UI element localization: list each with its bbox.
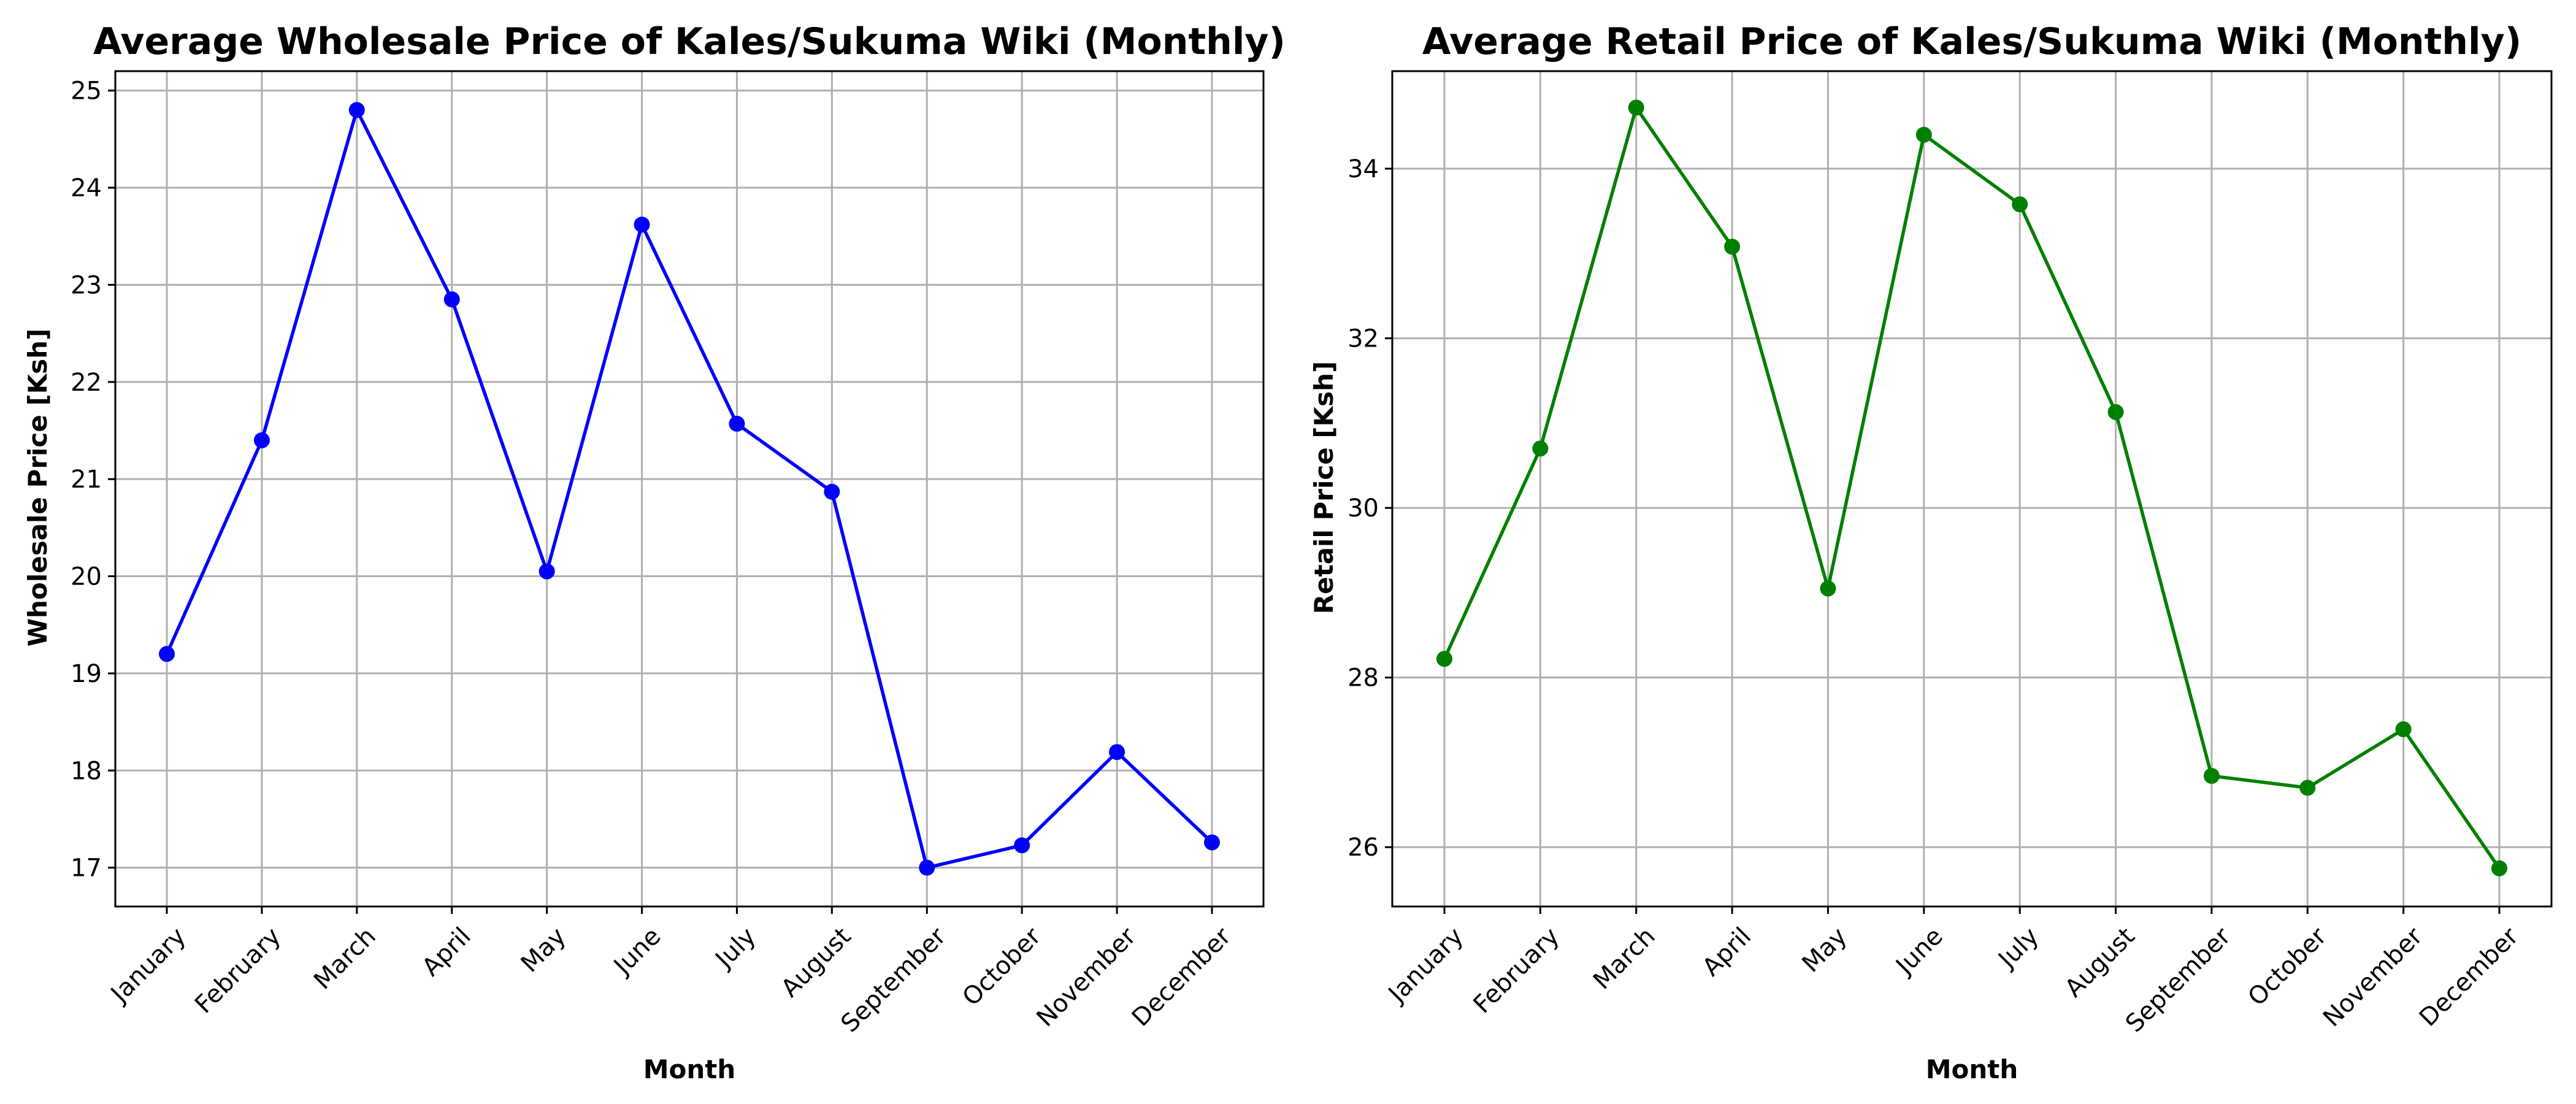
retail-y-axis-label: Retail Price [Ksh] [1309,361,1339,614]
retail-x-tick-label: May [1796,922,1852,978]
retail-plot-frame [1391,70,2553,908]
retail-chart-title: Average Retail Price of Kales/Sukuma Wik… [1422,20,2521,63]
retail-y-tick-label: 26 [1347,834,1379,862]
wholesale-x-tick-label: August [776,922,857,1003]
wholesale-x-tick-label: January [104,922,191,1010]
retail-series-line [1443,105,2501,870]
wholesale-x-tick-label: May [516,922,572,978]
retail-data-point [2491,860,2507,876]
wholesale-x-tick-label: December [1127,922,1237,1032]
wholesale-x-tick-label: April [417,922,477,982]
wholesale-data-point [1109,744,1125,761]
retail-chart-svg: Average Retail Price of Kales/Sukuma Wik… [1309,20,2553,1084]
retail-data-point [2203,768,2220,784]
wholesale-y-tick-label: 22 [71,369,102,397]
wholesale-data-point [919,859,935,876]
retail-data-point [1628,99,1644,116]
wholesale-y-tick-label: 23 [71,271,102,299]
retail-x-axis-label: Month [1926,1054,2018,1084]
wholesale-x-tick-label: November [1031,922,1141,1032]
wholesale-y-tick-label: 17 [71,854,102,883]
wholesale-y-tick-label: 21 [71,466,102,494]
wholesale-plot-frame [114,70,1265,908]
retail-x-tick-label: October [2243,922,2333,1011]
retail-data-point [2012,196,2028,213]
wholesale-y-tick-label: 24 [71,174,102,202]
wholesale-y-axis-label: Wholesale Price [Ksh] [23,329,53,647]
retail-data-point [2107,404,2124,420]
wholesale-series-line [165,108,1213,870]
retail-x-tick-label: July [1992,922,2045,975]
retail-x-tick-label: August [2060,922,2141,1003]
wholesale-x-tick-label: October [957,922,1047,1011]
retail-x-tick-label: January [1382,922,1469,1010]
retail-x-tick-label: November [2318,922,2428,1032]
retail-data-point [2395,721,2412,738]
wholesale-data-point [443,291,460,308]
retail-x-tick-label: June [1890,922,1949,981]
retail-price-chart: Average Retail Price of Kales/Sukuma Wik… [1288,0,2576,1104]
wholesale-data-point [1014,837,1030,854]
wholesale-chart-svg: Average Wholesale Price of Kales/Sukuma … [23,20,1286,1084]
wholesale-y-tick-label: 25 [71,77,102,105]
wholesale-x-axis-label: Month [643,1054,736,1084]
wholesale-data-point [539,563,555,580]
retail-x-tick-label: September [2120,922,2236,1038]
wholesale-x-tick-label: March [309,922,381,995]
wholesale-data-point [824,483,840,500]
retail-y-tick-label: 32 [1347,325,1379,353]
retail-data-point [1915,126,1932,143]
wholesale-x-tick-label: June [607,922,666,981]
wholesale-x-tick-label: February [190,922,286,1019]
wholesale-data-point [634,217,650,233]
wholesale-data-point [348,102,365,118]
wholesale-x-tick-label: July [709,922,762,975]
wholesale-y-tick-label: 20 [71,563,102,591]
retail-x-tick-label: February [1468,922,1565,1019]
wholesale-data-point [1204,834,1220,851]
retail-data-point [1532,440,1549,457]
wholesale-data-point [729,415,745,432]
wholesale-y-tick-label: 19 [71,660,102,688]
wholesale-data-point [159,646,175,662]
retail-y-tick-label: 30 [1347,494,1379,523]
retail-data-point [1724,239,1741,255]
wholesale-data-point [253,432,270,448]
retail-data-point [1436,651,1452,667]
retail-data-point [2299,780,2316,796]
wholesale-chart-title: Average Wholesale Price of Kales/Sukuma … [93,20,1286,63]
wholesale-price-chart: Average Wholesale Price of Kales/Sukuma … [23,20,1286,1084]
retail-x-tick-label: March [1588,922,1661,995]
wholesale-y-tick-label: 18 [71,757,102,785]
retail-x-tick-label: April [1697,922,1757,982]
retail-y-tick-label: 28 [1347,664,1379,692]
retail-x-tick-label: December [2414,922,2524,1032]
retail-data-point [1820,580,1836,597]
retail-y-tick-label: 34 [1347,155,1379,183]
